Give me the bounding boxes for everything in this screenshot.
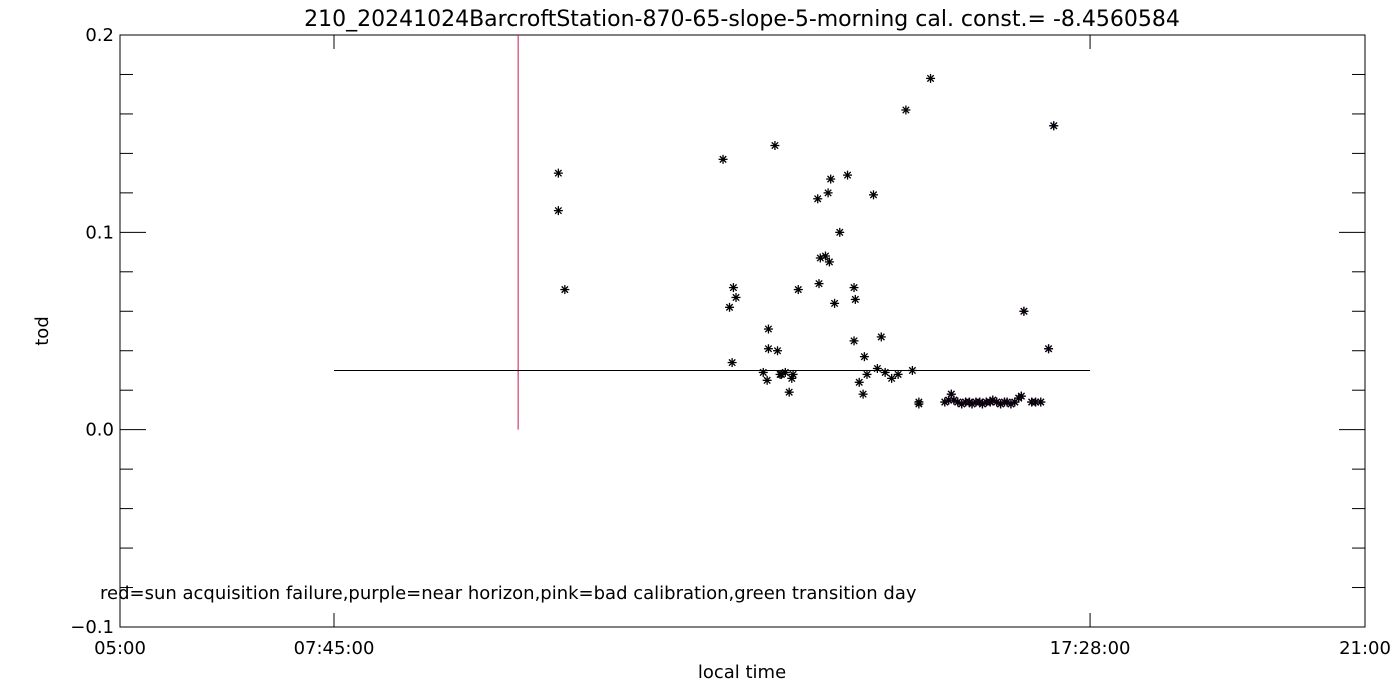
x-tick-label: 07:45:00 <box>294 638 375 659</box>
data-point <box>793 285 803 295</box>
data-point <box>835 227 845 237</box>
data-point <box>872 363 882 373</box>
x-tick-label: 17:28:00 <box>1050 638 1131 659</box>
data-point <box>788 369 798 379</box>
data-point-overlay <box>1019 306 1029 316</box>
x-axis-label: local time <box>698 662 786 683</box>
data-point <box>876 332 886 342</box>
y-tick-label: 0.2 <box>85 25 114 46</box>
data-point-overlay <box>949 395 959 405</box>
data-points <box>553 73 1059 409</box>
data-point <box>762 375 772 385</box>
data-point <box>728 283 738 293</box>
legend-text: red=sun acquisition failure,purple=near … <box>100 583 917 604</box>
data-point <box>830 298 840 308</box>
data-point-overlay <box>1036 397 1046 407</box>
chart-title: 210_20241024BarcroftStation-870-65-slope… <box>304 7 1180 32</box>
data-point <box>826 174 836 184</box>
x-tick-label: 05:00 <box>94 638 146 659</box>
data-point <box>727 358 737 368</box>
data-point <box>843 170 853 180</box>
data-point <box>763 324 773 334</box>
data-point <box>858 389 868 399</box>
data-point <box>880 367 890 377</box>
y-tick-label: 0.1 <box>85 222 114 243</box>
data-point <box>854 377 864 387</box>
data-point <box>868 190 878 200</box>
data-point <box>784 387 794 397</box>
data-point-overlay <box>1049 121 1059 131</box>
y-tick-label: 0.0 <box>85 420 114 441</box>
data-point <box>850 294 860 304</box>
data-point <box>862 369 872 379</box>
data-point <box>787 373 797 383</box>
data-point <box>821 251 830 261</box>
data-point <box>907 365 917 375</box>
data-point <box>560 285 570 295</box>
data-point <box>813 194 823 204</box>
data-point-overlay <box>967 399 977 409</box>
data-point <box>763 344 773 354</box>
data-point <box>553 168 563 178</box>
data-point <box>718 154 728 164</box>
data-point <box>814 279 824 289</box>
data-point <box>770 141 780 151</box>
minor-ticks <box>120 73 1365 589</box>
plot-frame <box>119 34 1366 628</box>
data-point <box>901 105 911 115</box>
x-axis-ticks: 05:00 07:45:00 17:28:00 21:00 <box>94 35 1391 659</box>
data-point <box>725 302 735 312</box>
data-point <box>849 283 859 293</box>
data-point <box>914 399 924 409</box>
y-axis-label: tod <box>32 316 53 346</box>
data-point <box>887 373 897 383</box>
data-point <box>731 292 741 302</box>
data-point <box>893 369 903 379</box>
data-point-overlay <box>992 397 1002 407</box>
data-point <box>553 206 563 216</box>
data-point <box>823 188 833 198</box>
data-point-overlay <box>1016 391 1026 401</box>
data-point <box>773 346 783 356</box>
data-point <box>780 367 790 377</box>
data-point <box>926 73 936 83</box>
data-point <box>859 352 869 362</box>
data-point <box>849 336 859 346</box>
data-point-overlay <box>1044 344 1054 354</box>
y-axis-ticks: −0.1 0.0 0.1 0.2 <box>70 25 1365 638</box>
x-tick-label: 21:00 <box>1339 638 1391 659</box>
data-point <box>758 367 768 377</box>
y-tick-label: −0.1 <box>70 617 114 638</box>
data-point <box>824 257 834 267</box>
